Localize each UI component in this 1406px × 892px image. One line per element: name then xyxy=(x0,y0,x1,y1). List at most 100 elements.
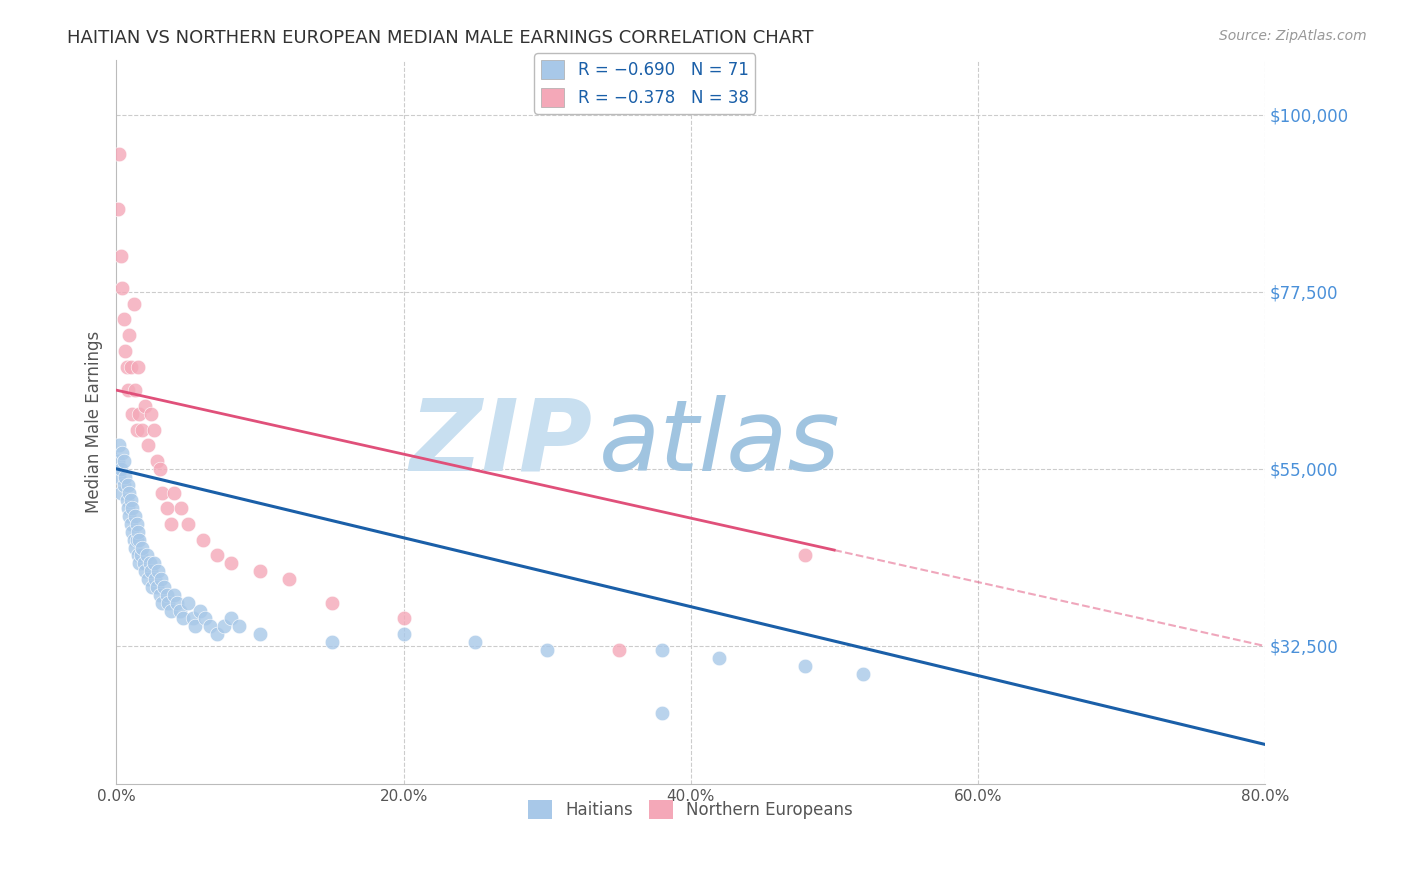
Point xyxy=(160,603,183,617)
Point xyxy=(121,524,143,539)
Point xyxy=(111,281,134,295)
Point xyxy=(188,603,211,617)
Point xyxy=(139,407,162,421)
Point xyxy=(134,564,156,578)
Point xyxy=(114,343,136,358)
Point xyxy=(146,564,169,578)
Point xyxy=(118,485,141,500)
Point xyxy=(122,296,145,310)
Point xyxy=(152,596,174,610)
Point xyxy=(205,627,228,641)
Point xyxy=(536,643,558,657)
Point xyxy=(112,454,135,468)
Point xyxy=(145,580,167,594)
Point xyxy=(108,469,131,483)
Point xyxy=(156,501,179,516)
Point xyxy=(122,533,145,547)
Point xyxy=(108,438,131,452)
Point xyxy=(392,611,415,625)
Point xyxy=(194,611,217,625)
Point xyxy=(128,557,150,571)
Point xyxy=(132,557,155,571)
Point xyxy=(163,485,186,500)
Point xyxy=(125,516,148,531)
Y-axis label: Median Male Earnings: Median Male Earnings xyxy=(86,331,103,513)
Point xyxy=(651,706,673,720)
Point xyxy=(107,454,129,468)
Text: Source: ZipAtlas.com: Source: ZipAtlas.com xyxy=(1219,29,1367,43)
Point xyxy=(125,423,148,437)
Point xyxy=(127,549,149,563)
Point xyxy=(135,549,157,563)
Point xyxy=(852,666,875,681)
Point xyxy=(249,564,271,578)
Point xyxy=(141,580,163,594)
Point xyxy=(114,469,136,483)
Point xyxy=(177,596,200,610)
Point xyxy=(131,541,153,555)
Point xyxy=(117,501,139,516)
Point xyxy=(110,462,132,476)
Point xyxy=(115,359,138,374)
Point xyxy=(142,423,165,437)
Point xyxy=(125,533,148,547)
Point xyxy=(129,549,152,563)
Point xyxy=(136,572,159,586)
Point xyxy=(184,619,207,633)
Point xyxy=(172,611,194,625)
Point xyxy=(127,524,149,539)
Point xyxy=(277,572,299,586)
Point xyxy=(110,249,132,263)
Point xyxy=(709,650,731,665)
Point xyxy=(321,635,343,649)
Point xyxy=(124,541,146,555)
Point xyxy=(160,516,183,531)
Point xyxy=(112,312,135,326)
Point xyxy=(170,501,193,516)
Point xyxy=(464,635,486,649)
Legend: Haitians, Northern Europeans: Haitians, Northern Europeans xyxy=(522,794,859,826)
Point xyxy=(127,359,149,374)
Point xyxy=(221,611,243,625)
Point xyxy=(152,485,174,500)
Point xyxy=(139,564,162,578)
Point xyxy=(651,643,673,657)
Point xyxy=(117,477,139,491)
Point xyxy=(228,619,250,633)
Point xyxy=(120,516,142,531)
Point xyxy=(115,493,138,508)
Point xyxy=(120,359,142,374)
Point xyxy=(138,557,160,571)
Point xyxy=(131,423,153,437)
Point xyxy=(794,658,817,673)
Point xyxy=(121,407,143,421)
Point xyxy=(212,619,235,633)
Point xyxy=(166,596,188,610)
Point xyxy=(607,643,630,657)
Point xyxy=(181,611,204,625)
Point xyxy=(148,588,170,602)
Point xyxy=(107,202,129,216)
Point xyxy=(112,477,135,491)
Point xyxy=(321,596,343,610)
Point xyxy=(198,619,221,633)
Point xyxy=(143,572,166,586)
Point xyxy=(128,407,150,421)
Text: atlas: atlas xyxy=(599,395,841,491)
Point xyxy=(111,446,134,460)
Point xyxy=(249,627,271,641)
Point xyxy=(169,603,191,617)
Point xyxy=(153,580,176,594)
Point xyxy=(110,485,132,500)
Point xyxy=(142,557,165,571)
Text: ZIP: ZIP xyxy=(411,395,593,491)
Point xyxy=(156,588,179,602)
Point xyxy=(134,399,156,413)
Point xyxy=(128,533,150,547)
Point xyxy=(392,627,415,641)
Point xyxy=(157,596,180,610)
Point xyxy=(221,557,243,571)
Point xyxy=(124,383,146,397)
Point xyxy=(108,147,131,161)
Point xyxy=(120,493,142,508)
